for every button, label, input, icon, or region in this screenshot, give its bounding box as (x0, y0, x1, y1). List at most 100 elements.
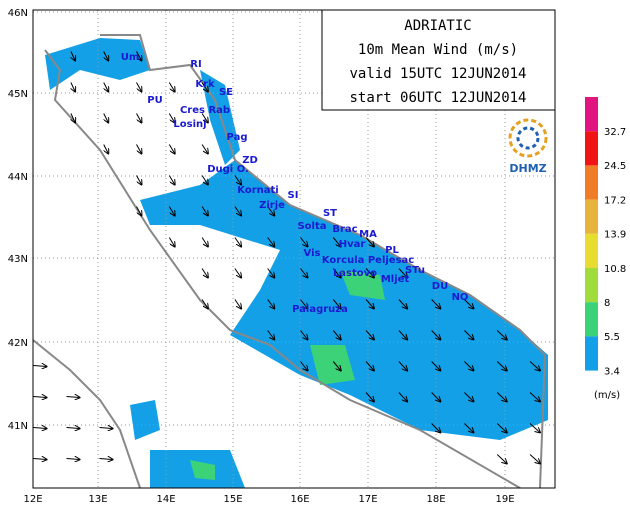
lon-label: 13E (88, 494, 107, 505)
wind-arrow (201, 144, 208, 154)
wind-arrows (33, 51, 540, 464)
wind-arrow (103, 144, 109, 154)
wind-area (45, 38, 150, 90)
lon-label: 12E (23, 494, 42, 505)
title-line: start 06UTC 12JUN2014 (349, 90, 526, 106)
lon-label: 16E (290, 494, 309, 505)
wind-arrow (398, 268, 407, 278)
colorbar-bin (585, 268, 598, 303)
wind-arrow (66, 459, 80, 460)
wind-arrow (496, 423, 507, 433)
wind-arrow (267, 206, 275, 216)
station-label: Pag (227, 132, 248, 143)
colorbar-bin (585, 199, 598, 234)
wind-arrow (66, 428, 80, 429)
wind-arrow (136, 206, 142, 216)
colorbar-label: 17.2 (604, 195, 626, 206)
plot-frame (32, 9, 556, 489)
fields (33, 10, 555, 488)
title-line: ADRIATIC (404, 18, 471, 34)
station-label: Zirje (259, 200, 285, 211)
wind-arrow (136, 113, 142, 123)
lon-label: 18E (426, 494, 445, 505)
station-label: MA (359, 229, 377, 240)
wind-arrow (168, 175, 174, 185)
wind-arrow (431, 330, 441, 340)
logo-text: DHMZ (509, 162, 546, 175)
wind-arrow (267, 237, 275, 247)
lon-label: 15E (223, 494, 242, 505)
station-label: ZD (242, 155, 258, 166)
lon-label: 14E (156, 494, 175, 505)
station-label: Solta (297, 221, 326, 232)
wind-arrow (529, 423, 540, 433)
wind-arrow (464, 361, 473, 371)
station-label: Mljet (381, 274, 410, 285)
station-label: DU (432, 281, 448, 292)
station-label: Korcula Peljesac (322, 255, 415, 266)
colorbar-bin (585, 336, 598, 371)
station-label: Hvar (339, 239, 366, 250)
wind-arrow (234, 206, 241, 216)
wind-arrow (496, 392, 507, 402)
station-label: Palagruza (292, 304, 348, 315)
wind-area-strong (190, 460, 215, 480)
lat-label: 43N (8, 254, 28, 265)
wind-arrow (136, 51, 142, 61)
wind-arrow (300, 237, 307, 247)
wind-arrow (332, 268, 340, 278)
lat-label: 42N (8, 338, 28, 349)
station-label: RI (190, 59, 201, 70)
station-label: Um (121, 52, 140, 63)
colorbar-label: 24.5 (604, 161, 626, 172)
wind-arrow (529, 392, 540, 402)
station-label: NO (452, 292, 469, 303)
wind-arrow (136, 144, 142, 154)
title: ADRIATIC 10m Mean Wind (m/s) valid 15UTC 1… (349, 18, 526, 106)
colorbar-bin (585, 131, 598, 166)
wind-arrow (201, 82, 208, 92)
wind-arrow (398, 392, 407, 402)
coastline (33, 339, 141, 488)
wind-arrow (332, 299, 340, 309)
wind-arrow (234, 237, 241, 247)
station-label: PL (385, 245, 399, 256)
wind-arrow (332, 361, 340, 371)
station-label: Vis (304, 248, 321, 259)
wind-arrow (464, 423, 473, 433)
title-line: valid 15UTC 12JUN2014 (349, 66, 526, 82)
wind-arrow (300, 361, 307, 371)
wind-arrow (332, 237, 340, 247)
wind-arrow (168, 206, 174, 216)
lon-label: 17E (358, 494, 377, 505)
lat-label: 41N (8, 421, 28, 432)
logo: DHMZ (508, 118, 548, 175)
wind-arrow (529, 361, 540, 371)
wind-arrow (365, 330, 374, 340)
lat-label: 44N (8, 172, 28, 183)
wind-arrow (529, 454, 540, 464)
wind-area (130, 400, 160, 440)
wind-arrow (431, 361, 441, 371)
colorbar-bin (585, 302, 598, 337)
wind-arrow (33, 428, 47, 429)
station-label: ST (323, 208, 337, 219)
wind-arrow (496, 454, 507, 464)
wind-arrow (71, 113, 75, 123)
wind-arrow (99, 428, 113, 429)
wind-arrow (201, 237, 208, 247)
wind-arrow (398, 299, 407, 309)
lat-label: 46N (8, 8, 28, 19)
wind-arrow (267, 330, 275, 340)
wind-arrow (464, 299, 473, 309)
wind-area-strong (310, 345, 355, 385)
wind-arrow (33, 366, 47, 367)
lon-label: 19E (495, 494, 514, 505)
wind-arrow (496, 330, 507, 340)
station-label: Cres Rab (180, 105, 230, 116)
wind-arrow (201, 299, 208, 309)
wind-area (140, 160, 548, 440)
coastline (100, 34, 547, 488)
title-line: 10m Mean Wind (m/s) (358, 42, 518, 58)
